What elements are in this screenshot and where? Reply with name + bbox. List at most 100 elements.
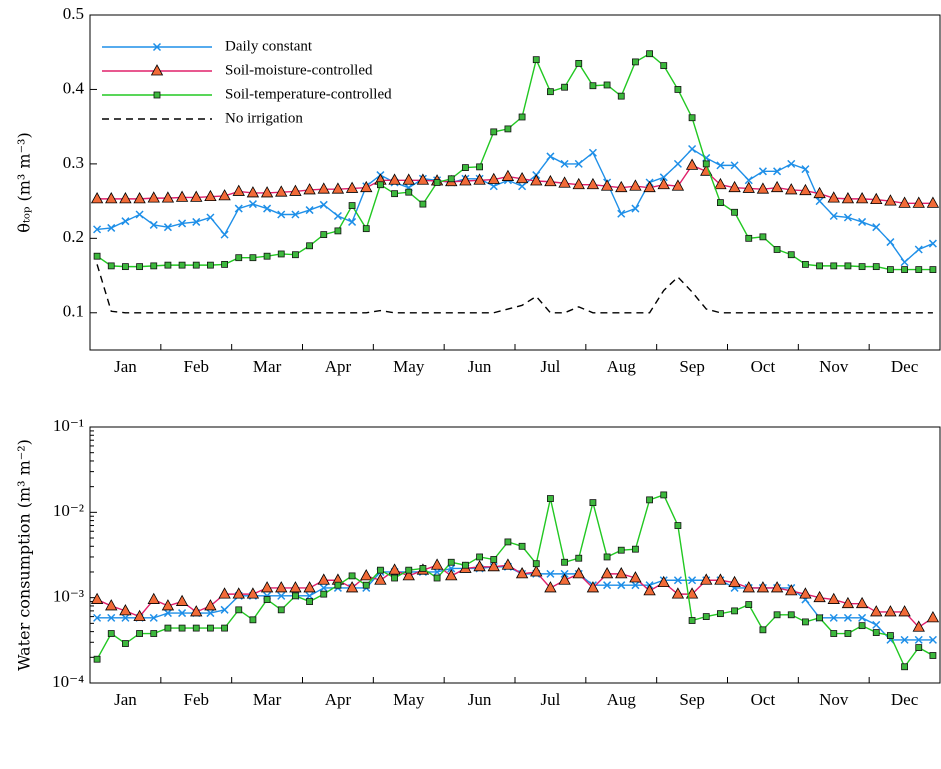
marker: [617, 581, 626, 590]
marker: [291, 210, 300, 219]
marker: [504, 538, 512, 546]
plot-frame: [89, 426, 941, 684]
marker: [405, 188, 413, 196]
marker: [717, 610, 724, 618]
marker: [402, 569, 415, 581]
marker: [547, 88, 554, 96]
marker: [914, 245, 923, 254]
marker: [745, 234, 753, 242]
marker: [374, 573, 387, 585]
marker: [388, 563, 401, 575]
marker: [487, 172, 500, 184]
marker: [629, 179, 642, 191]
x-tick-label: Jul: [540, 690, 560, 709]
series: [96, 264, 933, 314]
marker: [416, 173, 430, 185]
marker: [136, 263, 143, 271]
marker: [192, 624, 200, 632]
marker: [688, 617, 696, 624]
marker: [260, 186, 274, 198]
marker: [433, 567, 442, 577]
marker: [742, 181, 755, 193]
marker: [558, 573, 571, 585]
marker: [870, 192, 883, 205]
series-line: [97, 148, 934, 264]
marker: [841, 192, 855, 204]
x-tick-label: Jun: [468, 357, 492, 376]
marker: [122, 263, 129, 271]
marker: [175, 594, 189, 606]
marker: [603, 581, 612, 590]
marker: [674, 86, 682, 93]
marker: [317, 182, 330, 194]
y-tick-label: 0.4: [63, 78, 85, 97]
marker: [515, 567, 529, 579]
marker: [107, 630, 115, 637]
marker: [589, 499, 597, 507]
marker: [220, 230, 229, 239]
marker: [105, 192, 118, 204]
marker: [770, 581, 784, 593]
marker: [289, 184, 302, 196]
marker: [504, 125, 512, 133]
series-line: [96, 494, 934, 669]
marker: [631, 204, 640, 213]
marker: [685, 587, 699, 599]
marker: [334, 227, 342, 235]
marker: [855, 596, 869, 609]
marker: [178, 219, 187, 228]
marker: [221, 260, 228, 268]
marker: [688, 144, 697, 154]
marker: [204, 189, 217, 202]
marker: [360, 569, 373, 581]
y-axis-label: θₜₒₚ (m³ m⁻³): [15, 132, 34, 232]
marker: [204, 599, 217, 611]
marker: [320, 590, 328, 598]
marker: [685, 158, 699, 170]
marker: [900, 258, 909, 267]
marker: [532, 560, 540, 568]
marker: [799, 587, 812, 599]
marker: [135, 210, 144, 219]
marker: [929, 266, 937, 274]
marker: [190, 190, 203, 202]
marker: [547, 495, 554, 502]
marker: [90, 592, 104, 604]
marker: [929, 652, 937, 659]
marker: [673, 576, 682, 585]
marker: [518, 113, 526, 121]
marker: [561, 83, 568, 91]
marker: [926, 611, 940, 623]
x-tick-label: Sep: [679, 690, 705, 709]
marker: [263, 596, 271, 603]
marker: [218, 189, 231, 201]
marker: [93, 655, 101, 663]
marker: [787, 611, 795, 619]
marker: [192, 261, 200, 269]
marker: [345, 581, 359, 593]
x-tick-label: Jul: [540, 357, 560, 376]
marker: [544, 581, 557, 593]
series-line: [96, 264, 933, 314]
marker: [90, 192, 104, 204]
marker: [843, 213, 852, 222]
marker: [900, 635, 909, 644]
marker: [872, 263, 880, 271]
marker: [912, 620, 925, 632]
marker: [615, 180, 628, 193]
marker: [221, 624, 228, 632]
marker: [574, 159, 583, 168]
marker: [532, 56, 540, 64]
marker: [462, 561, 469, 569]
marker: [802, 618, 809, 626]
marker: [178, 624, 186, 632]
marker: [544, 174, 557, 187]
marker: [430, 558, 444, 570]
marker: [617, 92, 625, 100]
marker: [575, 554, 583, 562]
marker: [717, 199, 724, 207]
marker: [501, 558, 515, 570]
y-tick-label: 0.5: [63, 4, 84, 23]
marker: [150, 262, 158, 270]
marker: [150, 64, 164, 76]
